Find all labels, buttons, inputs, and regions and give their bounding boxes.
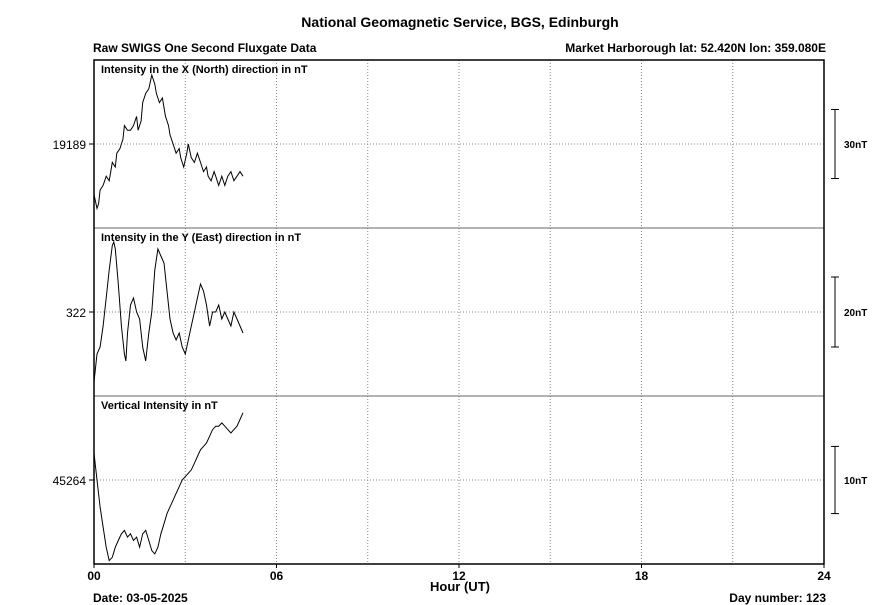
day-number-label: Day number: 123 (729, 591, 826, 605)
x-tick-label: 24 (817, 569, 831, 583)
chart-title: National Geomagnetic Service, BGS, Edinb… (301, 14, 619, 30)
x-tick-label: 18 (635, 569, 649, 583)
y-tick-label: 322 (66, 306, 86, 320)
x-tick-label: 00 (87, 569, 101, 583)
x-tick-label: 06 (270, 569, 284, 583)
x-axis-label: Hour (UT) (430, 579, 490, 594)
y-tick-label: 19189 (53, 138, 87, 152)
panel-label: Vertical Intensity in nT (101, 400, 218, 412)
date-label: Date: 03-05-2025 (93, 591, 188, 605)
scale-bar-label: 20nT (844, 308, 867, 319)
scale-bar-label: 30nT (844, 140, 867, 151)
scale-bar-label: 10nT (844, 476, 867, 487)
data-source-label: Raw SWIGS One Second Fluxgate Data (93, 41, 317, 55)
station-location-label: Market Harborough lat: 52.420N lon: 359.… (565, 41, 826, 55)
panel-label: Intensity in the X (North) direction in … (101, 64, 308, 76)
x-tick-label: 12 (452, 569, 466, 583)
series-line (93, 240, 244, 383)
series-line (93, 73, 244, 211)
panel-label: Intensity in the Y (East) direction in n… (101, 232, 301, 244)
series-line (93, 412, 244, 562)
y-tick-label: 45264 (53, 474, 87, 488)
